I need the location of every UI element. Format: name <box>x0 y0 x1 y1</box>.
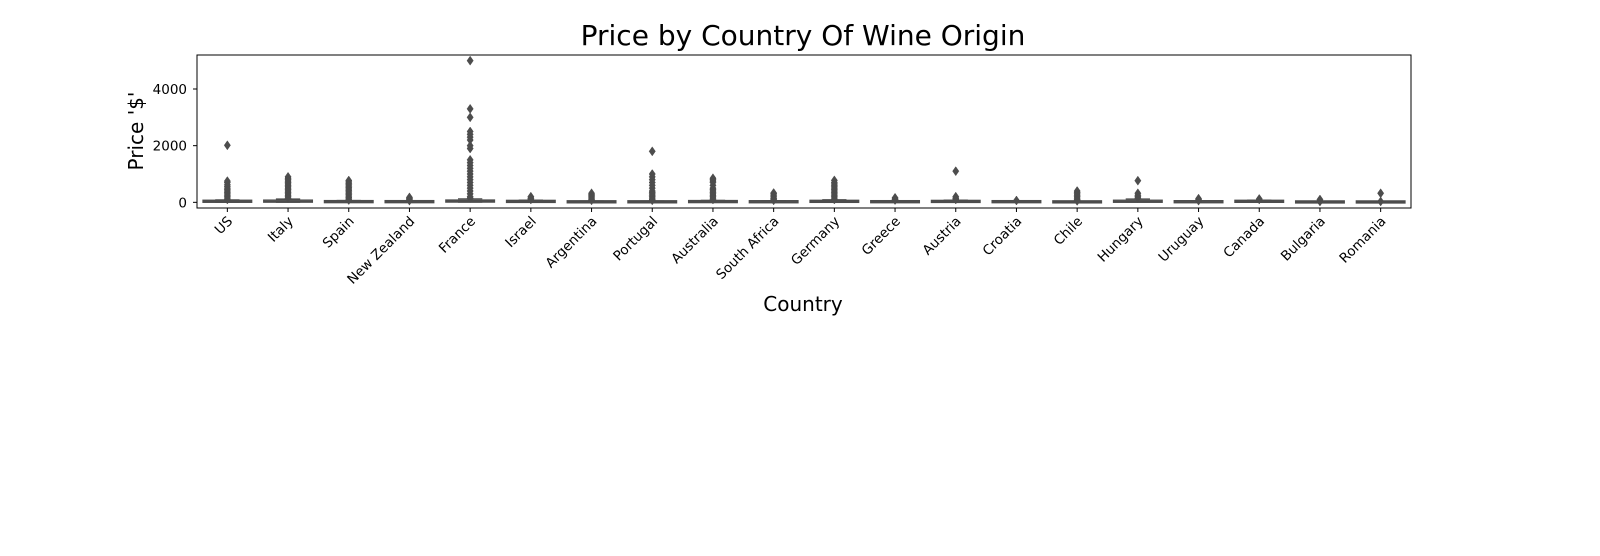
box-france <box>445 55 496 204</box>
x-axis-label: Country <box>763 292 843 316</box>
box-us <box>202 140 253 205</box>
box-israel <box>505 191 556 205</box>
y-tick-label: 4000 <box>153 82 187 98</box>
outlier-point <box>830 194 838 205</box>
outlier-point <box>405 195 413 206</box>
y-axis-label: Price '$' <box>124 92 148 171</box>
outlier-point <box>1073 195 1081 206</box>
outlier-point <box>1012 195 1020 206</box>
outlier-point <box>466 193 474 204</box>
box-germany <box>809 175 860 205</box>
box-new-zealand <box>384 192 435 206</box>
outlier-point <box>648 195 656 206</box>
outlier-point <box>466 112 474 123</box>
box-australia <box>687 173 738 205</box>
outlier-point <box>952 194 960 205</box>
outlier-point <box>284 193 292 204</box>
outlier-point <box>1134 175 1142 186</box>
outlier-point <box>770 195 778 206</box>
outlier-point <box>1377 196 1385 207</box>
outlier-point <box>1195 195 1203 206</box>
plot-area <box>202 55 1406 207</box>
chart-title: Price by Country Of Wine Origin <box>581 19 1026 52</box>
y-tick-label: 0 <box>178 195 187 211</box>
outlier-point <box>588 195 596 206</box>
outlier-point <box>1316 196 1324 207</box>
outlier-point <box>709 194 717 205</box>
box-romania <box>1355 188 1406 207</box>
outlier-point <box>952 166 960 177</box>
box-bulgaria <box>1294 194 1345 207</box>
outlier-point <box>466 143 474 154</box>
box-greece <box>870 192 921 206</box>
box-portugal <box>627 146 678 206</box>
box-spain <box>323 175 374 206</box>
outlier-point <box>466 55 474 66</box>
box-austria <box>930 166 981 205</box>
outlier-point <box>527 194 535 205</box>
box-italy <box>263 171 314 204</box>
box-chile <box>1052 186 1103 206</box>
box-croatia <box>991 195 1042 206</box>
outlier-point <box>345 195 353 206</box>
box-south-africa <box>748 188 799 206</box>
outlier-point <box>1134 193 1142 204</box>
box-argentina <box>566 188 617 206</box>
box-hungary <box>1112 175 1163 204</box>
outlier-point <box>223 194 231 205</box>
outlier-point <box>891 195 899 206</box>
outlier-point <box>223 140 231 151</box>
plot-frame <box>196 54 1412 209</box>
box-uruguay <box>1173 193 1224 206</box>
outlier-point <box>648 146 656 157</box>
y-axis: 0 2000 4000 <box>153 82 197 211</box>
outlier-point <box>1255 194 1263 205</box>
box-canada <box>1234 193 1285 205</box>
y-tick-label: 2000 <box>153 139 187 155</box>
